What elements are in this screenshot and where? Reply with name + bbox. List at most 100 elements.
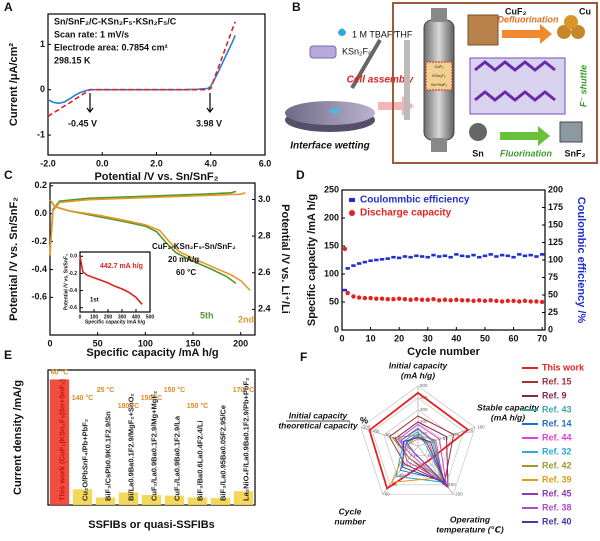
point <box>454 297 459 302</box>
point <box>408 255 413 259</box>
radar-axis-label: theoretical capacity <box>278 420 359 430</box>
point <box>459 254 465 258</box>
plot-frame <box>49 182 256 336</box>
point <box>385 297 390 302</box>
point <box>391 297 396 302</box>
x-tick-label: 0 <box>339 333 344 343</box>
radar-tick-label: 64 <box>443 436 449 441</box>
y2-tick-label: 2.6 <box>258 267 271 277</box>
point <box>414 297 419 302</box>
radar-tick-label: 16 <box>413 453 419 458</box>
point <box>534 299 539 304</box>
radar-tick-label: 128 <box>466 428 474 433</box>
annotation-arrowhead <box>206 107 214 113</box>
point <box>374 296 379 301</box>
radar-series <box>405 435 449 488</box>
x-tick-label: 0 <box>79 314 82 320</box>
x-tick-label: 10 <box>366 333 376 343</box>
radar-tick-label: 80 <box>374 428 380 433</box>
y2-tick-label: 2.4 <box>258 304 271 314</box>
radar-axis-label: Stable capacity <box>477 402 540 412</box>
point <box>391 255 396 259</box>
temperature-label: 140 °C <box>72 394 93 402</box>
temperature-label: 150 °C <box>164 386 185 394</box>
point <box>459 298 465 303</box>
y-tick-label: 150 <box>324 240 339 250</box>
point <box>539 299 545 305</box>
annotation: Sn/SnF₂/C-KSn₂F₅-KSn₂F₅/C <box>54 16 177 26</box>
point <box>414 254 419 258</box>
point <box>437 298 442 303</box>
annotation: Scan rate: 1 mV/s <box>54 29 129 39</box>
annotation-arrowhead <box>86 107 94 113</box>
bar <box>49 379 70 505</box>
bar <box>72 489 93 505</box>
data-line <box>79 256 143 305</box>
atom-icon <box>557 25 571 39</box>
radar-tick-label: 200 <box>455 492 463 497</box>
diagram-b: B 1 M TBAF/THF KSn₂F₅ Interface wetting … <box>285 0 598 164</box>
temperature-label: 25 °C <box>97 386 115 394</box>
category-label: La₂NiO₄F/La0.9Ba0.1F2.9/Pb+PbF₂ <box>241 378 250 501</box>
annotation: 20 mA/g <box>168 255 199 264</box>
x-tick-label: 100 <box>138 338 153 348</box>
point <box>362 295 368 301</box>
temperature-label: 150 °C <box>141 394 162 402</box>
radar-series <box>402 437 446 484</box>
wetting-drop <box>329 108 341 114</box>
temperature-label: 60 °C <box>51 368 69 376</box>
point <box>442 297 448 302</box>
annotation: 3.98 V <box>196 118 222 128</box>
y-axis-label: Potential /V vs. Sn/SnF₂ <box>8 197 20 321</box>
point <box>356 295 362 300</box>
point <box>425 297 430 302</box>
point <box>465 255 471 258</box>
y2-tick-label: 75 <box>548 272 558 282</box>
category-label: Bi/La0.9Ba0.1F2.9/MgF₂+SnO₂ <box>126 393 135 501</box>
category-label: BiF₃/La0.95Ba0.05F2.95/Ce <box>218 405 227 501</box>
panel-label: C <box>4 168 13 182</box>
category-label: CuF₂/La0.9Ba0.1F2.9/Mg+MgF₂ <box>149 391 158 501</box>
y-tick-label: -0.4 <box>31 264 47 274</box>
x-tick-label: 20 <box>394 333 404 343</box>
radar-axis-label: Initial capacity <box>389 360 449 370</box>
legend-label: Ref. 9 <box>542 390 567 400</box>
legend-swatch <box>349 210 355 216</box>
point <box>402 255 408 258</box>
y2-tick-label: 0 <box>548 324 553 334</box>
y-tick-label: -1 <box>37 129 45 139</box>
point <box>488 253 493 256</box>
annotation: 442.7 mA h/g <box>100 263 143 270</box>
series-label: 5th <box>200 310 214 320</box>
reagent-label: 1 M TBAF/THF <box>352 29 413 39</box>
arrow <box>502 24 552 44</box>
bar <box>210 498 231 505</box>
point <box>368 259 373 262</box>
annotation: Electrode area: 0.7854 cm² <box>54 42 168 52</box>
panel-label: A <box>4 0 13 14</box>
y-tick-label: -0.4 <box>68 288 77 294</box>
step-label: Cell assembly <box>347 75 414 86</box>
data-line <box>47 21 236 118</box>
point <box>356 262 362 265</box>
pipette <box>350 38 382 90</box>
y-tick-label: 250 <box>324 184 339 194</box>
radar-axis-label: temperature (℃) <box>436 524 504 534</box>
point <box>396 296 402 301</box>
point <box>379 258 385 261</box>
point <box>345 290 350 296</box>
radar-series <box>390 438 442 483</box>
process-label: F⁻ shuttle <box>578 65 588 107</box>
point <box>499 253 505 257</box>
point <box>477 298 482 303</box>
y2-tick-label: 3.0 <box>258 194 271 204</box>
radar-axis-label: number <box>334 516 366 526</box>
category-label: BiF₃/CsPb0.9K0.1F2.9/Sn <box>103 411 112 501</box>
x-axis-label: Specific capacity /mA h/g <box>85 319 145 325</box>
point <box>408 297 413 302</box>
point <box>342 288 348 292</box>
point <box>396 256 402 260</box>
legend-label: Discharge capacity <box>360 208 452 219</box>
radar-series <box>388 415 455 484</box>
